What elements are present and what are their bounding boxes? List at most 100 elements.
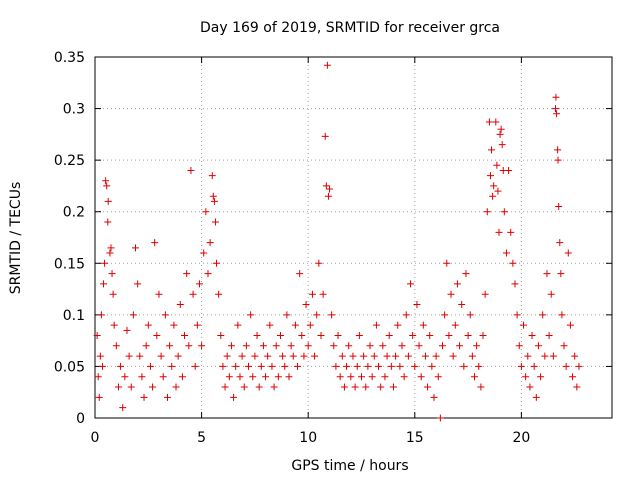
data-point — [268, 362, 276, 370]
data-point — [372, 321, 380, 329]
data-point — [289, 352, 297, 360]
data-point — [413, 301, 421, 309]
data-point — [319, 290, 327, 298]
data-point — [432, 352, 440, 360]
data-point — [102, 177, 110, 185]
data-point — [117, 362, 125, 370]
data-point — [387, 362, 395, 370]
data-point — [93, 331, 101, 339]
data-point — [125, 352, 133, 360]
data-point — [132, 244, 140, 252]
data-point — [134, 280, 142, 288]
data-point — [211, 218, 219, 226]
y-tick-label: 0.05 — [54, 359, 85, 375]
data-point — [274, 373, 282, 381]
x-tick-label: 10 — [299, 430, 317, 446]
data-point — [336, 373, 344, 381]
data-point — [541, 352, 549, 360]
data-point — [400, 373, 408, 381]
data-point — [537, 373, 545, 381]
data-point — [398, 342, 406, 350]
data-point — [562, 362, 570, 370]
data-point — [202, 208, 210, 216]
data-point — [515, 342, 523, 350]
data-point — [219, 362, 227, 370]
data-point — [270, 383, 278, 391]
data-point — [530, 362, 538, 370]
x-tick-label: 0 — [91, 430, 100, 446]
data-point — [498, 141, 506, 149]
data-point — [417, 373, 425, 381]
data-point — [532, 393, 540, 401]
data-point — [547, 290, 555, 298]
y-tick-label: 0 — [76, 411, 85, 427]
data-point — [486, 172, 494, 180]
data-point — [306, 321, 314, 329]
data-point — [294, 362, 302, 370]
data-point — [495, 228, 503, 236]
data-point — [178, 373, 186, 381]
data-point — [146, 362, 154, 370]
data-point — [144, 321, 152, 329]
data-point — [245, 362, 253, 370]
data-point — [223, 352, 231, 360]
data-point — [434, 373, 442, 381]
data-point — [155, 290, 163, 298]
data-point — [473, 342, 481, 350]
data-point — [322, 182, 330, 190]
data-point — [490, 182, 498, 190]
data-point — [168, 362, 176, 370]
data-point — [554, 156, 562, 164]
data-point — [497, 125, 505, 133]
data-point — [462, 270, 470, 278]
data-point — [215, 290, 223, 298]
data-point — [187, 166, 195, 174]
data-point — [483, 208, 491, 216]
data-point — [573, 383, 581, 391]
data-point — [539, 311, 547, 319]
data-point — [441, 311, 449, 319]
data-point — [379, 342, 387, 350]
data-point — [272, 342, 280, 350]
data-point — [95, 393, 103, 401]
data-point — [262, 373, 270, 381]
data-point — [191, 362, 199, 370]
data-point — [127, 383, 135, 391]
chart-title: Day 169 of 2019, SRMTID for receiver grc… — [200, 20, 500, 36]
data-points — [93, 61, 583, 422]
data-point — [101, 259, 109, 267]
data-point — [524, 352, 532, 360]
axes-frame — [94, 56, 613, 419]
data-point — [193, 321, 201, 329]
data-point — [104, 197, 112, 205]
data-point — [520, 321, 528, 329]
data-point — [210, 197, 218, 205]
data-point — [430, 393, 438, 401]
data-point — [543, 270, 551, 278]
data-point — [291, 321, 299, 329]
data-point — [494, 187, 502, 195]
data-point — [185, 342, 193, 350]
data-point — [110, 321, 118, 329]
data-point — [375, 362, 383, 370]
data-point — [554, 146, 562, 154]
data-point — [304, 342, 312, 350]
data-point — [571, 352, 579, 360]
data-point — [172, 383, 180, 391]
data-point — [489, 192, 497, 200]
data-point — [251, 352, 259, 360]
data-point — [505, 166, 513, 174]
data-point — [370, 352, 378, 360]
data-point — [330, 342, 338, 350]
data-point — [545, 331, 553, 339]
data-point — [500, 208, 508, 216]
data-point — [526, 383, 534, 391]
data-point — [507, 228, 515, 236]
data-point — [159, 373, 167, 381]
data-point — [181, 331, 189, 339]
y-tick-label: 0.1 — [63, 308, 85, 324]
data-point — [475, 362, 483, 370]
data-point — [138, 373, 146, 381]
data-point — [502, 249, 510, 257]
x-axis-label: GPS time / hours — [291, 458, 408, 474]
